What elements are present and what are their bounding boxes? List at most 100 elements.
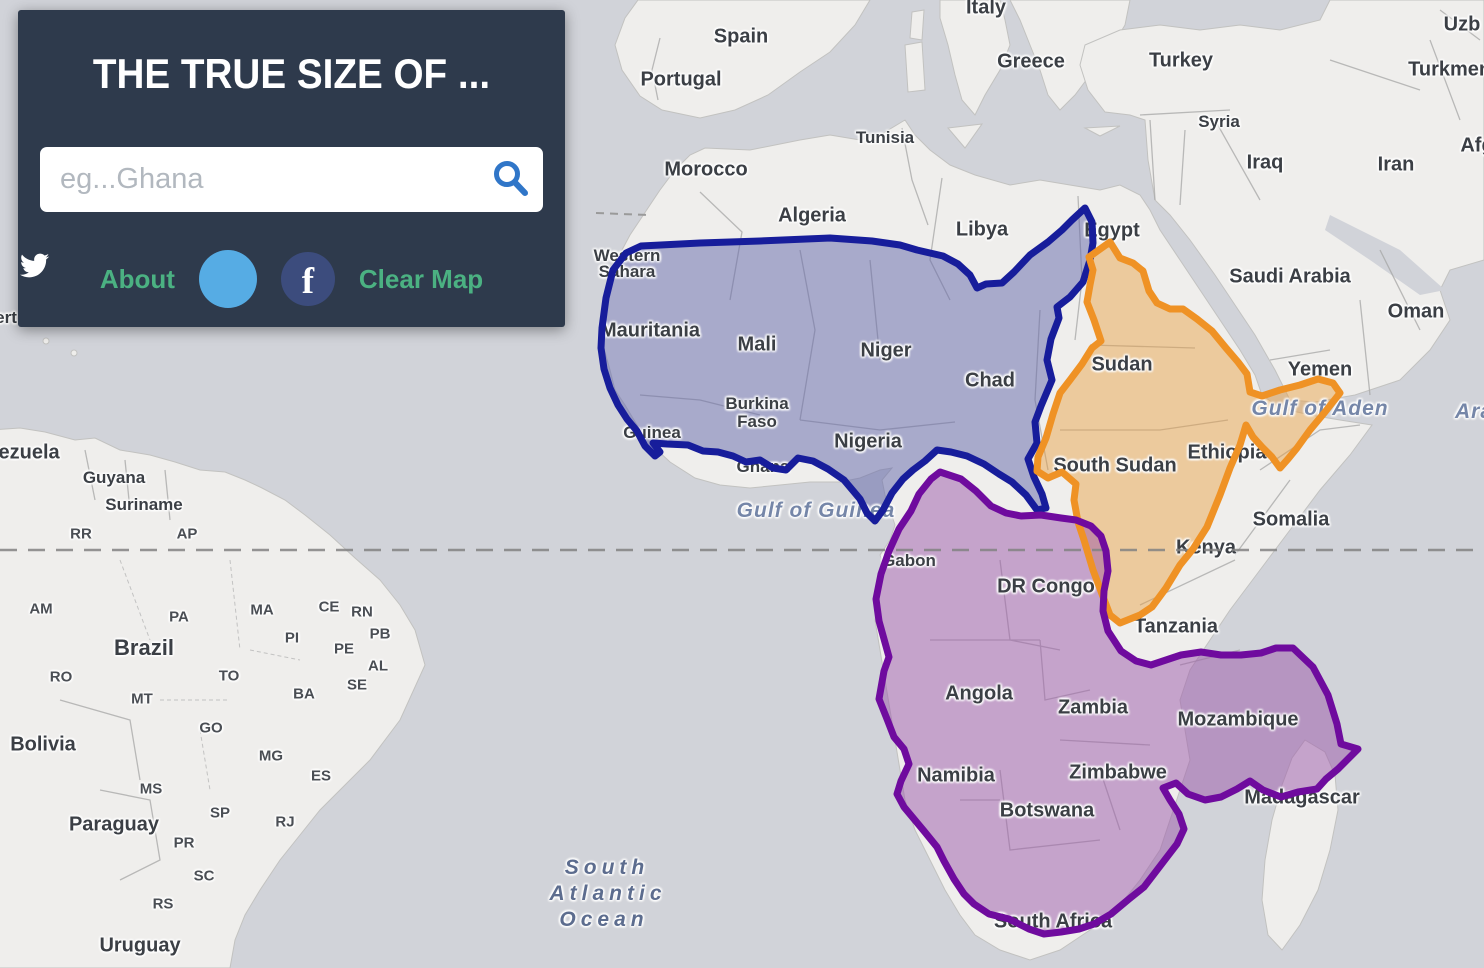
map-label: Gulf of Aden xyxy=(1251,397,1389,420)
search-input[interactable] xyxy=(40,147,543,212)
map-label: GO xyxy=(199,719,223,737)
map-label: Chad xyxy=(965,369,1015,392)
map-label: Sudan xyxy=(1091,353,1153,376)
map-label: SC xyxy=(193,867,215,885)
map-label: CE xyxy=(318,598,340,616)
map-label: PA xyxy=(169,608,189,626)
map-label: PE xyxy=(333,640,355,658)
map-label: Nigeria xyxy=(834,430,902,453)
map-label: Zimbabwe xyxy=(1069,761,1167,784)
map-label: AP xyxy=(176,525,198,543)
map-label: Ethiopia xyxy=(1187,441,1267,464)
panel-links-row: About f Clear Map xyxy=(18,250,565,308)
map-label: Niger xyxy=(860,339,912,362)
search-button[interactable] xyxy=(491,159,531,199)
balkans-landmass xyxy=(1009,0,1131,111)
map-label: MG xyxy=(258,747,284,765)
map-label: Algeria xyxy=(778,204,846,227)
map-label: Atlantic xyxy=(549,882,667,905)
map-label: Mauritania xyxy=(599,319,701,342)
map-label: Burkina xyxy=(725,394,789,413)
twitter-icon xyxy=(19,253,50,278)
map-label: PB xyxy=(369,625,391,643)
map-label: South xyxy=(564,856,650,879)
map-label: Syria xyxy=(1198,112,1240,131)
map-label: Libya xyxy=(955,218,1009,241)
map-label: Turkmenis xyxy=(1408,58,1484,81)
map-label: Gabon xyxy=(882,551,936,570)
twitter-share-button[interactable] xyxy=(19,250,257,308)
map-label: PR xyxy=(173,834,195,852)
map-label: Greece xyxy=(997,50,1065,73)
map-label: nezuela xyxy=(0,441,60,464)
map-label: RN xyxy=(351,603,373,621)
india-outline[interactable] xyxy=(1037,242,1340,623)
map-label: Morocco xyxy=(664,158,748,181)
facebook-share-button[interactable]: f xyxy=(280,252,335,306)
control-panel: THE TRUE SIZE OF ... About f Clear Map xyxy=(18,10,565,327)
map-label: MS xyxy=(139,780,163,798)
map-label: MT xyxy=(131,690,153,708)
map-label: ES xyxy=(310,767,332,785)
facebook-icon: f xyxy=(301,260,315,302)
map-label: Spain xyxy=(713,25,769,48)
map-label: Gulf of Guinea xyxy=(736,499,896,522)
united-states-outline[interactable] xyxy=(601,208,1093,521)
china-outline[interactable] xyxy=(876,472,1358,934)
map-label: Bolivia xyxy=(10,733,76,756)
map-label: Tanzania xyxy=(1133,615,1219,638)
map-label: Uruguay xyxy=(99,934,181,957)
clear-map-link[interactable]: Clear Map xyxy=(358,263,484,294)
map-label: South Sudan xyxy=(1053,454,1177,477)
map-label: RJ xyxy=(275,813,295,831)
map-label: Ara xyxy=(1454,400,1484,423)
sicily-island xyxy=(947,123,984,149)
map-label: DR Congo xyxy=(997,575,1095,598)
persian-gulf xyxy=(1325,215,1445,295)
map-label: Ocean xyxy=(559,908,649,931)
map-label: Tunisia xyxy=(855,128,915,147)
map-label: Iraq xyxy=(1246,151,1284,174)
state-borders xyxy=(119,559,301,791)
map-label: SE xyxy=(346,676,368,694)
map-label: Faso xyxy=(737,412,777,431)
map-label: Italy xyxy=(965,0,1007,19)
map-label: ert xyxy=(0,308,17,327)
italy-landmass xyxy=(939,0,1011,116)
corsica-island xyxy=(909,9,925,41)
map-label: Suriname xyxy=(105,495,183,514)
map-label: Oman xyxy=(1387,300,1445,323)
map-label: Turkey xyxy=(1148,49,1214,72)
map-label: Uzb xyxy=(1443,13,1481,36)
search-box xyxy=(40,147,543,212)
map-label: Angola xyxy=(945,682,1013,705)
map-label: Mozambique xyxy=(1177,708,1299,731)
about-link[interactable]: About xyxy=(99,263,175,294)
island-speck xyxy=(42,337,50,345)
map-label: PI xyxy=(284,629,300,647)
search-icon xyxy=(494,161,528,196)
map-label: Brazil xyxy=(114,635,174,660)
map-label: Portugal xyxy=(640,68,722,91)
map-label: SP xyxy=(209,804,231,822)
crete-island xyxy=(1083,125,1121,137)
iberia-landmass xyxy=(614,0,871,119)
map-label: AM xyxy=(29,600,53,618)
map-label: TO xyxy=(218,667,240,685)
dashed-border xyxy=(595,212,649,216)
map-label: Zambia xyxy=(1057,696,1129,719)
map-label: Yemen xyxy=(1287,358,1353,381)
map-label: Afg xyxy=(1460,134,1484,157)
map-label: RR xyxy=(70,525,92,543)
map-label: Iran xyxy=(1377,153,1415,176)
sardinia-island xyxy=(904,41,926,93)
map-label: Saudi Arabia xyxy=(1229,265,1351,288)
map-label: BA xyxy=(293,685,315,703)
page-title: THE TRUE SIZE OF ... xyxy=(92,50,491,97)
map-label: Egypt xyxy=(1084,219,1140,242)
map-label: Mali xyxy=(737,333,777,356)
